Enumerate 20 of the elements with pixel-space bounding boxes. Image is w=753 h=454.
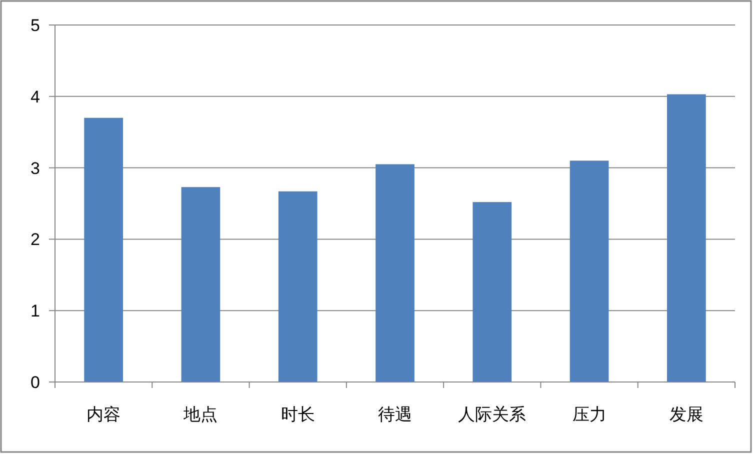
x-tick-label: 发展 <box>669 405 704 424</box>
bar <box>376 164 414 382</box>
bar <box>84 118 123 382</box>
x-tick-label: 内容 <box>86 405 121 424</box>
x-tick-label: 压力 <box>572 405 606 424</box>
y-tick-label: 5 <box>30 16 40 35</box>
bar <box>570 160 609 382</box>
x-tick-label: 地点 <box>182 405 218 424</box>
y-tick-label: 1 <box>30 302 40 321</box>
y-tick-label: 2 <box>30 230 40 250</box>
bar <box>667 94 706 382</box>
bar <box>472 202 512 382</box>
y-tick-label: 4 <box>30 87 40 106</box>
y-tick-label: 3 <box>30 158 40 178</box>
bar <box>278 191 318 382</box>
bar <box>181 187 220 382</box>
x-tick-label: 待遇 <box>378 405 412 424</box>
x-tick-label: 时长 <box>280 405 315 424</box>
x-tick-label: 人际关系 <box>458 405 526 424</box>
y-tick-label: 0 <box>30 373 40 392</box>
